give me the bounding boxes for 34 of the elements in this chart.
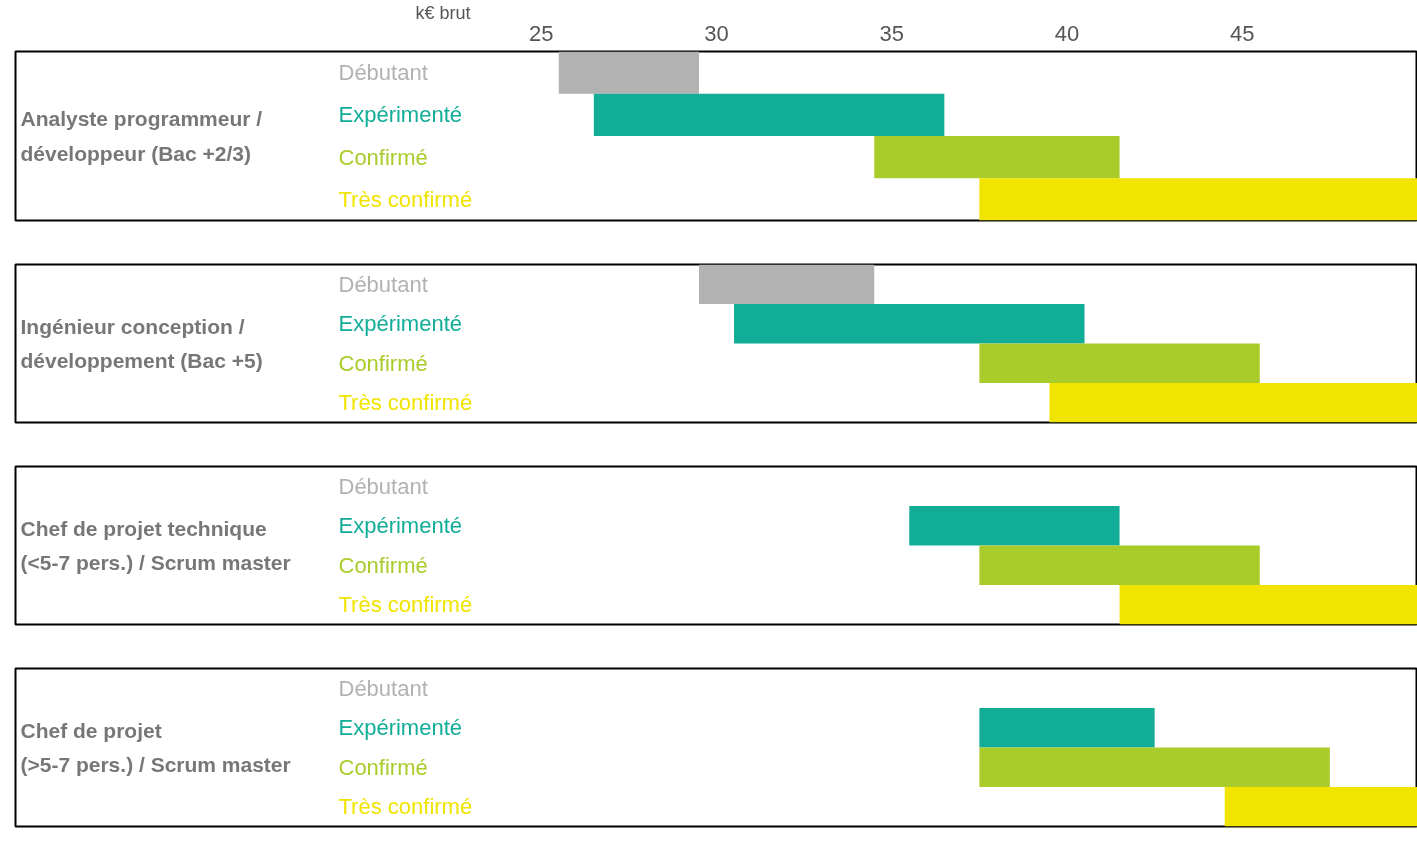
y-tick-label: Très confirmé [338, 186, 473, 212]
x-tick-label: 45 [1230, 20, 1255, 46]
x-tick-label: 30 [704, 20, 729, 46]
bar [979, 178, 1417, 221]
y-tick-label: Expérimenté [338, 102, 463, 128]
bar [593, 93, 945, 136]
y-tick-label: Expérimenté [338, 513, 463, 539]
y-tick-label: Confirmé [338, 552, 428, 578]
bar [698, 264, 875, 304]
y-tick-label: Confirmé [338, 754, 428, 780]
bar [874, 136, 1120, 179]
y-tick-label: Débutant [338, 271, 428, 297]
y-tick-label: Très confirmé [338, 794, 473, 820]
y-tick-label: Très confirmé [338, 592, 473, 618]
bar [1049, 383, 1417, 423]
y-axis-title: Chef de projet (>5-7 pers.) / Scrum master [20, 718, 291, 777]
bar [979, 343, 1260, 383]
y-tick-label: Débutant [338, 675, 428, 701]
bar [558, 51, 699, 94]
y-axis-title: Ingénieur conception / développement (Bac +5) [20, 314, 263, 373]
x-tick-label: 35 [879, 20, 904, 46]
y-tick-label: Confirmé [338, 350, 428, 376]
x-tick-label: 40 [1054, 20, 1080, 46]
y-tick-label: Débutant [338, 473, 428, 499]
y-tick-label: Expérimenté [338, 311, 463, 337]
y-tick-label: Débutant [338, 60, 428, 86]
y-tick-label: Expérimenté [338, 715, 463, 741]
x-axis-title: k€ brut [415, 2, 471, 23]
y-axis-title: Chef de projet technique (<5-7 pers.) / Scrum master [20, 516, 291, 575]
y-tick-label: Très confirmé [338, 390, 473, 416]
bar [734, 304, 1085, 344]
y-tick-label: Confirmé [338, 144, 428, 170]
y-axis-title: Analyste programmeur / développeur (Bac +2/3) [20, 107, 263, 165]
x-tick-label: 25 [529, 20, 554, 46]
